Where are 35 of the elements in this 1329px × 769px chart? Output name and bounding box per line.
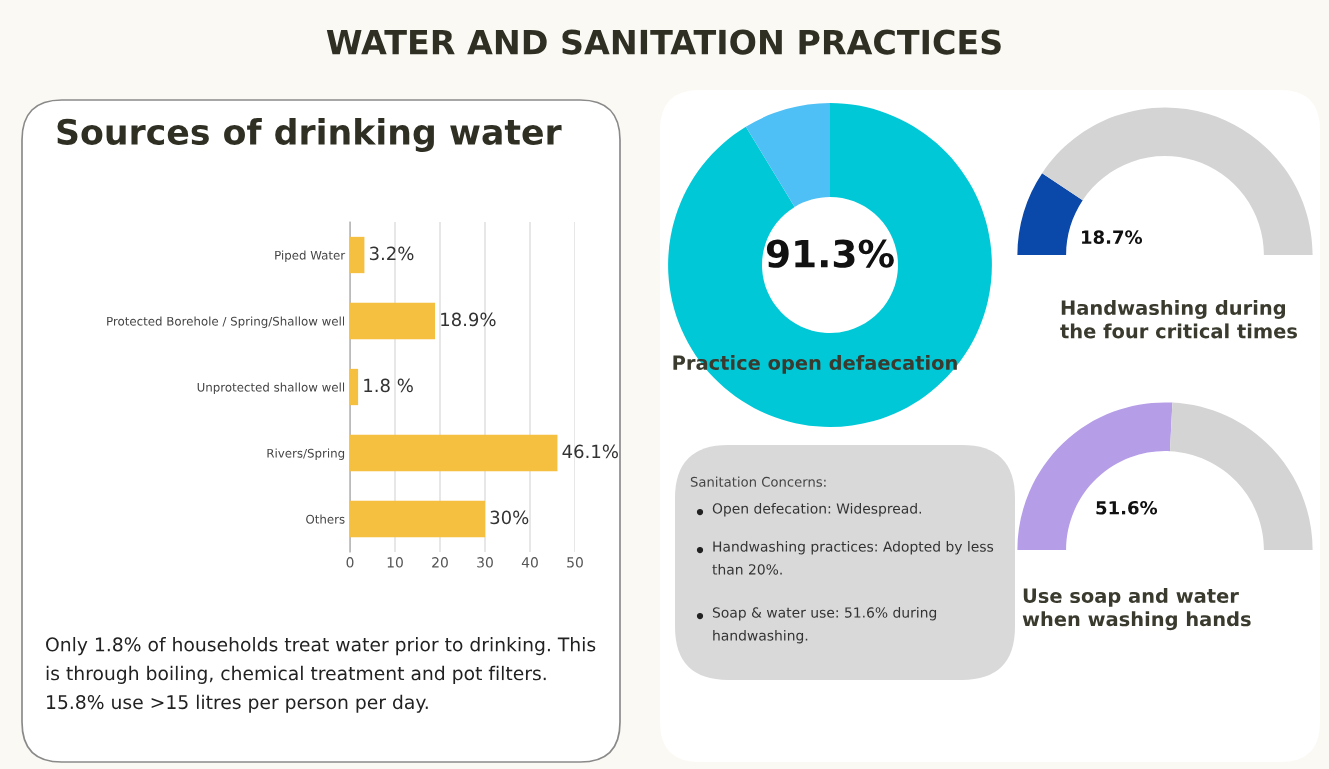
text: Open defecation: Widespread. <box>712 503 922 517</box>
text: Handwashing during the four critical times <box>1060 300 1297 339</box>
x-tick-label: 10 <box>387 557 403 568</box>
donut-slice <box>745 103 830 207</box>
y-tick-label: Piped Water <box>275 250 346 262</box>
data-label: 51.6% <box>1096 500 1158 515</box>
text: Sanitation Concerns: <box>690 476 826 487</box>
bar <box>350 500 485 538</box>
x-tick-label: 40 <box>521 557 538 568</box>
bar <box>350 302 436 340</box>
donut-slice <box>668 103 992 427</box>
x-tick-label: 20 <box>432 557 448 568</box>
data-label: 18.7% <box>1082 230 1143 244</box>
y-tick-label: Others <box>306 514 345 524</box>
data-label: 1.8 % <box>364 378 413 393</box>
data-label: 91.3% <box>766 239 894 268</box>
x-tick-label: 30 <box>477 557 493 568</box>
text: WATER AND SANITATION PRACTICES <box>326 29 1001 55</box>
data-label: 46.1% <box>562 444 618 459</box>
text: Soap & water use: 51.6% during handwashing. <box>712 607 937 644</box>
data-label: 3.2% <box>369 246 414 261</box>
bar <box>350 368 359 406</box>
y-tick-label: Unprotected shallow well <box>197 382 345 394</box>
y-tick-label: Protected Borehole / Spring/Shallow well <box>107 316 345 328</box>
text: Handwashing practices: Adopted by less than 20%. <box>712 541 994 575</box>
bar <box>350 236 365 274</box>
bar <box>350 434 558 472</box>
text: Use soap and water when washing hands <box>1022 588 1251 631</box>
text: Only 1.8% of households treat water prior to drinking. This is through boiling, chemical treatment and pot filters. 15.8% use >15 litres per person per day. <box>46 637 596 713</box>
data-label: 18.9% <box>441 312 496 327</box>
chart-subtitle: Sources of drinking water <box>57 118 562 152</box>
y-tick-label: Rivers/Spring <box>267 448 345 460</box>
x-tick-label: 50 <box>567 557 583 568</box>
data-label: 30% <box>490 510 529 525</box>
x-tick-label: 0 <box>346 557 354 568</box>
